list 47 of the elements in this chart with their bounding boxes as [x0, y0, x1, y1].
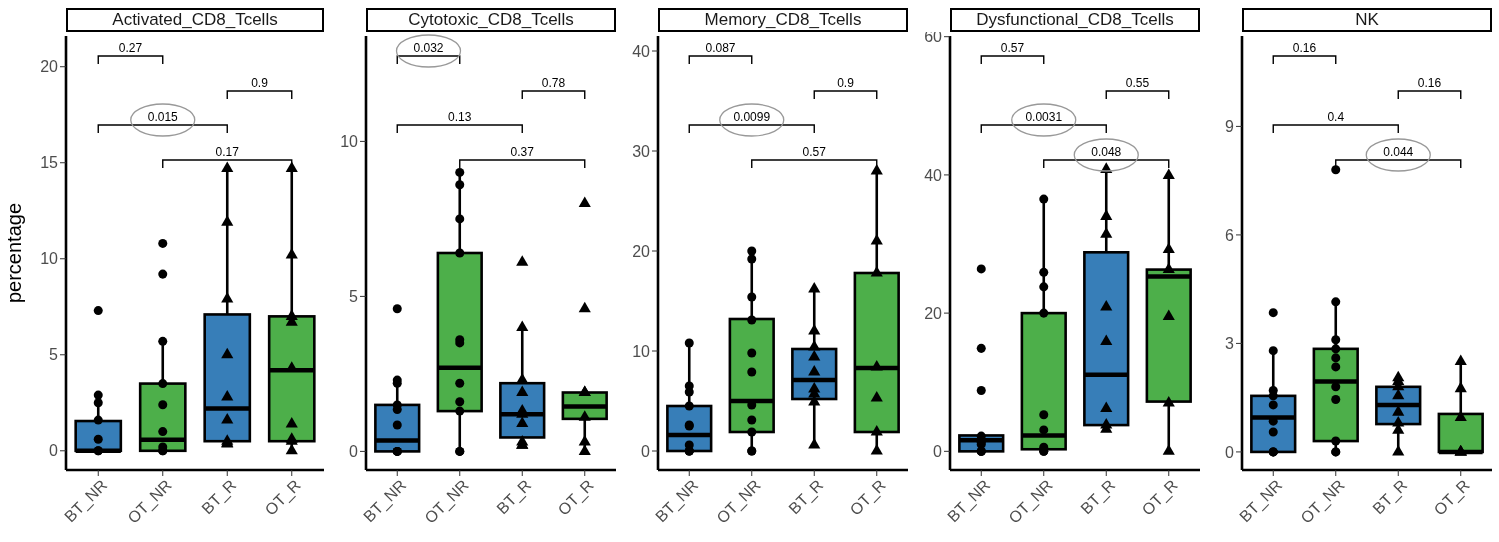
- y-tick-label: 9: [1225, 118, 1235, 136]
- y-axis-title: percentage: [3, 202, 26, 304]
- annotation: 0.16: [1417, 76, 1442, 90]
- y-tick-label: 0: [1225, 443, 1235, 461]
- y-tick-label: 0: [349, 443, 359, 461]
- annotation: 0.048: [1091, 145, 1122, 159]
- chart-title: Cytotoxic_CD8_Tcells: [366, 8, 616, 32]
- annotation: 0.0099: [733, 110, 771, 124]
- annotation: 0.37: [510, 145, 535, 159]
- annotation: 0.27: [118, 41, 143, 55]
- annotation: 0.087: [705, 41, 736, 55]
- y-tick-label: 5: [349, 288, 359, 306]
- annotation: 0.0031: [1025, 110, 1063, 124]
- y-tick-label: 10: [340, 133, 359, 151]
- annotation: 0.78: [541, 76, 566, 90]
- y-tick-label: 15: [40, 154, 59, 172]
- y-tick-label: 40: [632, 42, 651, 60]
- annotation: 0.57: [802, 145, 827, 159]
- y-tick-label: 30: [632, 142, 651, 160]
- annotation: 0.9: [837, 76, 855, 90]
- y-tick-label: 20: [40, 58, 59, 76]
- annotation: 0.032: [413, 41, 444, 55]
- y-tick-label: 10: [632, 342, 651, 360]
- y-tick-label: 0: [641, 442, 651, 460]
- annotation: 0.044: [1383, 145, 1414, 159]
- y-tick-label: 20: [924, 304, 943, 322]
- y-tick-label: 10: [40, 250, 59, 268]
- annotation: 0.4: [1327, 110, 1345, 124]
- y-tick-label: 5: [49, 346, 59, 364]
- annotation: 0.16: [1292, 41, 1317, 55]
- y-tick-label: 40: [924, 166, 943, 184]
- y-tick-label: 6: [1225, 226, 1235, 244]
- y-tick-label: 0: [49, 442, 59, 460]
- annotation: 0.9: [251, 76, 269, 90]
- chart-title: NK: [1242, 8, 1492, 32]
- annotation: 0.17: [215, 145, 240, 159]
- annotation: 0.015: [147, 110, 179, 124]
- chart-title: Memory_CD8_Tcells: [658, 8, 908, 32]
- chart-title: Dysfunctional_CD8_Tcells: [950, 8, 1200, 32]
- chart-title: Activated_CD8_Tcells: [66, 8, 324, 32]
- y-tick-label: 3: [1225, 335, 1235, 353]
- annotation: 0.13: [448, 110, 472, 124]
- annotation: 0.55: [1125, 76, 1150, 90]
- y-tick-label: 0: [933, 443, 943, 461]
- annotation: 0.57: [1000, 41, 1025, 55]
- y-tick-label: 60: [924, 28, 943, 46]
- y-tick-label: 20: [632, 242, 651, 260]
